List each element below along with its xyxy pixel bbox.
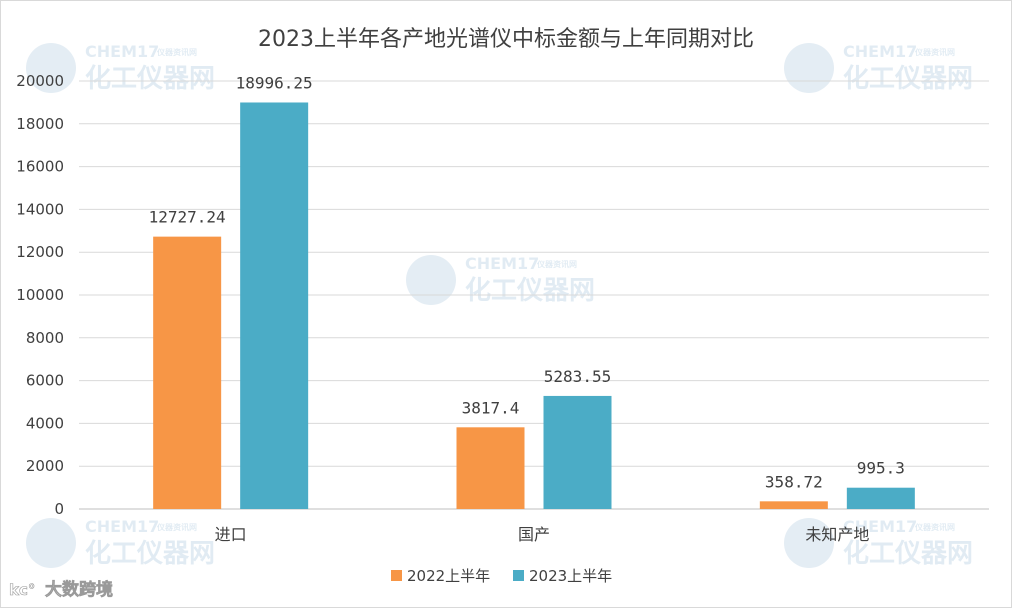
y-tick-label: 14000 (16, 200, 64, 218)
y-tick-label: 2000 (26, 457, 64, 475)
watermark-layer: CHEM17仪器资讯网化工仪器网CHEM17仪器资讯网化工仪器网CHEM17仪器… (26, 42, 973, 569)
gridlines (79, 80, 989, 510)
data-label: 3817.4 (462, 398, 520, 417)
data-label: 12727.24 (149, 208, 226, 227)
bars (153, 102, 915, 509)
watermark-name: 化工仪器网 (85, 539, 215, 569)
legend-item: 2023上半年 (513, 567, 612, 585)
watermark-name: 化工仪器网 (465, 276, 595, 306)
y-tick-label: 0 (54, 500, 64, 518)
watermark-brand: CHEM17 (465, 254, 539, 273)
legend-label: 2023上半年 (529, 567, 612, 585)
corner-logo-mark: kc° (9, 581, 35, 599)
legend-label: 2022上半年 (407, 567, 490, 585)
y-tick-label: 18000 (16, 115, 64, 133)
data-label: 358.72 (765, 472, 823, 491)
watermark-small: 仪器资讯网 (914, 47, 955, 57)
watermark-name: 化工仪器网 (843, 64, 973, 94)
x-axis-ticks: 进口 国产 未知产地 (215, 525, 870, 544)
data-label: 995.3 (857, 459, 905, 478)
y-tick-label: 20000 (16, 72, 64, 90)
watermark-small: 仪器资讯网 (914, 522, 955, 532)
x-tick-label: 未知产地 (805, 525, 869, 544)
data-labels: 12727.24 18996.25 3817.4 5283.55 358.72 995.3 (149, 73, 905, 491)
watermark-brand: CHEM17 (843, 517, 917, 536)
watermark-name: 化工仪器网 (85, 64, 215, 94)
x-tick-label: 进口 (215, 525, 247, 544)
bar (153, 236, 222, 509)
watermark-logo-icon (784, 43, 834, 93)
y-tick-label: 8000 (26, 329, 64, 347)
y-tick-label: 4000 (26, 414, 64, 432)
bar (456, 427, 525, 509)
y-axis-ticks: 0 2000 4000 6000 8000 10000 12000 14000 16000 180… (16, 72, 64, 518)
y-tick-label: 12000 (16, 243, 64, 261)
chart-title: 2023上半年各产地光谱仪中标金额与上年同期对比 (258, 27, 754, 52)
legend-swatch (513, 570, 524, 581)
bar (846, 487, 915, 509)
watermark-logo-icon (784, 518, 834, 568)
bar (543, 395, 612, 509)
watermark-brand: CHEM17 (85, 42, 159, 61)
watermark-small: 仪器资讯网 (156, 47, 197, 57)
x-tick-label: 国产 (518, 525, 550, 544)
legend: 2022上半年 2023上半年 (391, 567, 612, 585)
y-tick-label: 10000 (16, 286, 64, 304)
y-tick-label: 16000 (16, 158, 64, 176)
watermark-brand: CHEM17 (85, 517, 159, 536)
watermark-logo-icon (406, 255, 456, 305)
watermark-small: 仪器资讯网 (536, 259, 577, 269)
watermark-logo-icon (26, 43, 76, 93)
watermark-name: 化工仪器网 (843, 539, 973, 569)
data-label: 18996.25 (236, 73, 313, 92)
watermark-logo-icon (26, 518, 76, 568)
legend-swatch (391, 570, 402, 581)
watermark-brand: CHEM17 (843, 42, 917, 61)
watermark-small: 仪器资讯网 (156, 522, 197, 532)
data-label: 5283.55 (544, 367, 611, 386)
corner-logo: kc° 大数跨境 (9, 579, 114, 601)
corner-logo-text: 大数跨境 (45, 579, 113, 600)
bar (759, 501, 828, 509)
legend-item: 2022上半年 (391, 567, 490, 585)
bar (240, 102, 309, 509)
y-tick-label: 6000 (26, 372, 64, 390)
